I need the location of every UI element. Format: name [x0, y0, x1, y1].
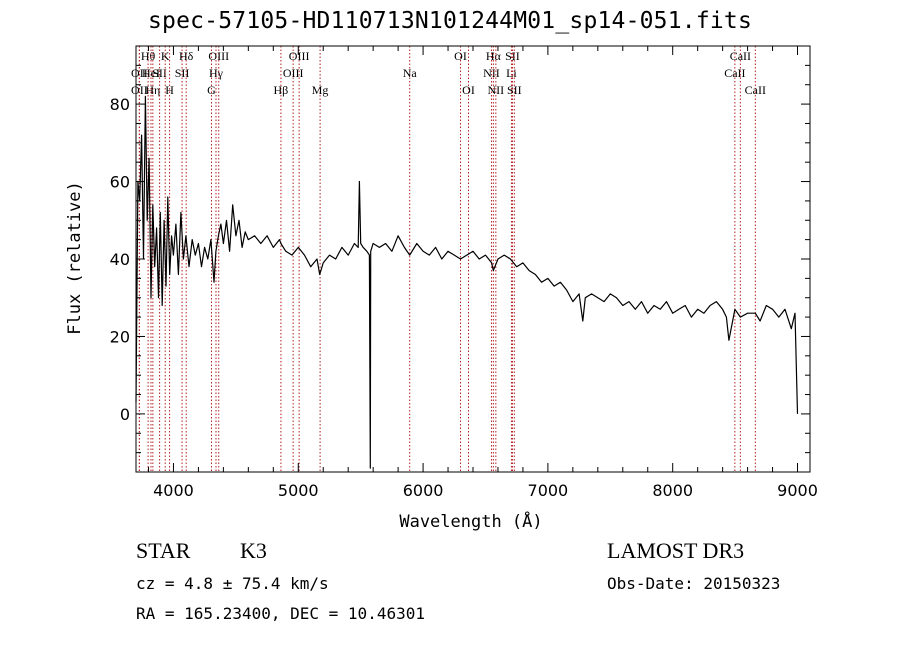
spectral-line-label: OI	[462, 83, 475, 97]
y-tick-label: 20	[110, 327, 130, 346]
spectral-line-label: NII	[483, 66, 500, 80]
x-tick-label: 8000	[652, 481, 693, 500]
chart-title: spec-57105-HD110713N101244M01_sp14-051.f…	[147, 8, 753, 34]
x-tick-label: 6000	[403, 481, 444, 500]
object-subclass: K3	[240, 538, 267, 563]
x-axis-label: Wavelength (Å)	[399, 512, 543, 532]
spectral-line-label: Li	[506, 66, 517, 80]
spectral-line-label: G	[207, 83, 216, 97]
spectral-line-label: SII	[175, 66, 190, 80]
spectral-line-label: OII	[131, 83, 148, 97]
redshift-text: cz = 4.8 ± 75.4 km/s	[136, 574, 329, 593]
spectral-line-label: CaII	[724, 66, 745, 80]
spectral-line-label: H	[165, 83, 174, 97]
x-tick-label: 4000	[153, 481, 194, 500]
observation-date: Obs-Date: 20150323	[607, 574, 781, 593]
spectral-line-label: Hη	[145, 83, 160, 97]
spectral-line-label: OIII	[289, 49, 310, 63]
spectrum-line	[135, 95, 799, 469]
x-tick-label: 5000	[278, 481, 319, 500]
spectral-line-label: OIII	[208, 49, 229, 63]
spectral-line-label: Hδ	[179, 49, 194, 63]
coordinates-text: RA = 165.23400, DEC = 10.46301	[136, 604, 425, 623]
x-tick-label: 9000	[777, 481, 818, 500]
y-tick-label: 60	[110, 173, 130, 192]
spectral-line-label: SII	[505, 49, 520, 63]
survey-label: LAMOST DR3	[607, 538, 745, 563]
spectral-line-label: NII	[488, 83, 505, 97]
spectral-line-label: OII	[131, 66, 148, 80]
spectral-line-label: SII	[152, 66, 167, 80]
x-tick-label: 7000	[528, 481, 569, 500]
spectral-line-label: Na	[403, 66, 418, 80]
object-class: STAR	[136, 538, 191, 563]
spectral-line-label: CaII	[730, 49, 751, 63]
y-tick-label: 80	[110, 95, 130, 114]
y-tick-label: 40	[110, 250, 130, 269]
spectral-line-label: OIII	[283, 66, 304, 80]
spectral-line-label: Hγ	[209, 66, 224, 80]
spectral-line-label: K	[161, 49, 170, 63]
spectral-line-label: OI	[454, 49, 467, 63]
spectral-line-label: Hβ	[274, 83, 289, 97]
spectral-line-label: Hθ	[141, 49, 156, 63]
y-tick-label: 0	[120, 405, 130, 424]
spectral-line-label: Mg	[312, 83, 329, 97]
spectral-line-label: Hα	[486, 49, 502, 63]
spectral-line-label: SII	[507, 83, 522, 97]
plot-frame	[135, 45, 811, 473]
spectral-line-label: CaII	[745, 83, 766, 97]
spectral-line-label: HeI	[142, 66, 160, 80]
